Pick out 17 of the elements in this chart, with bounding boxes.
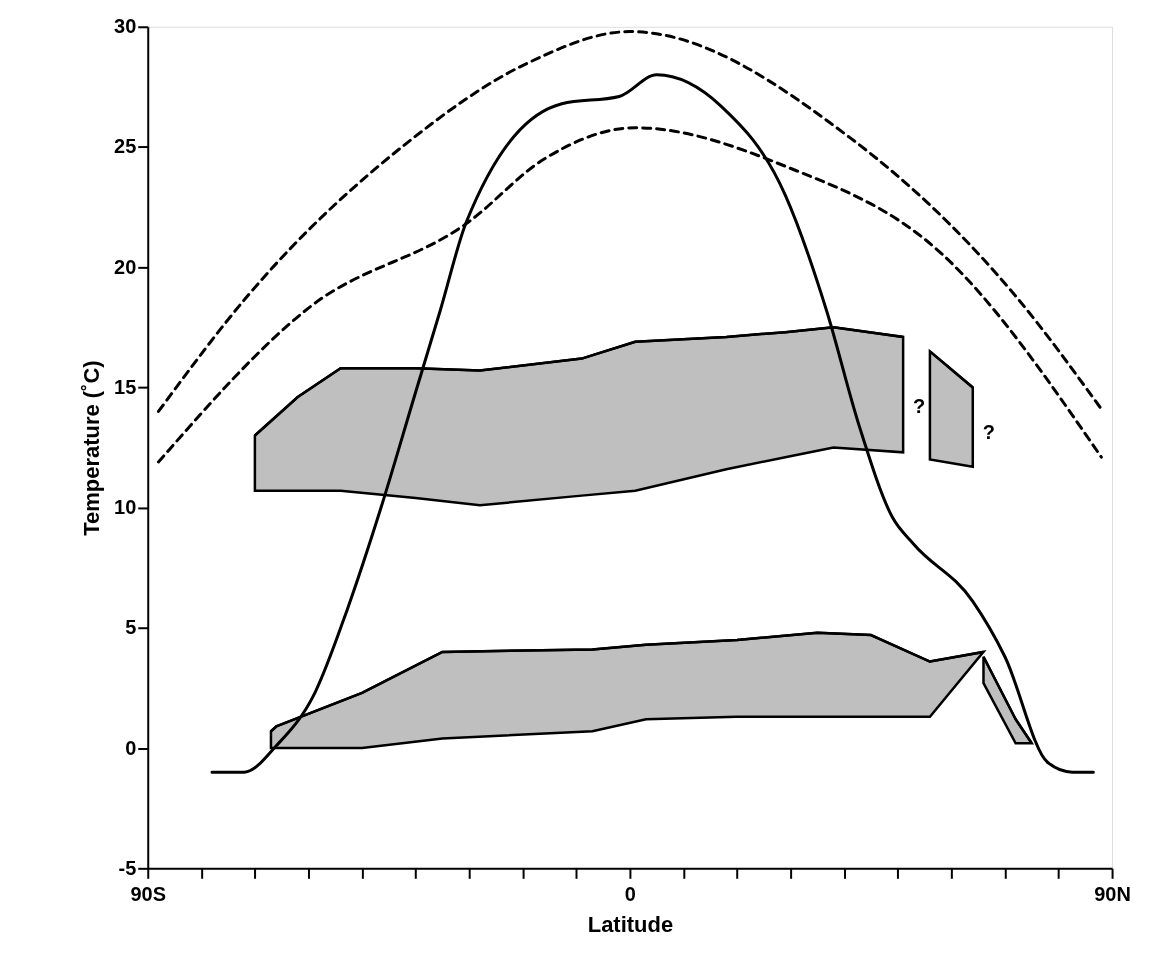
- y-tick-label: -5: [118, 856, 137, 879]
- y-tick-label: 15: [114, 375, 137, 398]
- annotation: ?: [913, 394, 926, 417]
- y-axis-title: Temperature (˚C): [79, 360, 105, 536]
- y-tick-label: 0: [125, 736, 137, 759]
- y-tick-label: 25: [114, 135, 137, 158]
- line-series: [156, 30, 1103, 413]
- annotation: ?: [982, 421, 995, 444]
- y-tick-label: 30: [114, 15, 137, 38]
- x-tick-label: 90N: [1094, 882, 1131, 905]
- y-tick-label: 20: [114, 255, 137, 278]
- x-axis-title: Latitude: [587, 911, 674, 937]
- x-tick-label: 90S: [130, 882, 166, 905]
- y-tick-label: 10: [114, 496, 137, 519]
- y-tick-label: 5: [125, 616, 137, 639]
- x-tick-label: 0: [624, 882, 636, 905]
- line-series: [253, 326, 905, 437]
